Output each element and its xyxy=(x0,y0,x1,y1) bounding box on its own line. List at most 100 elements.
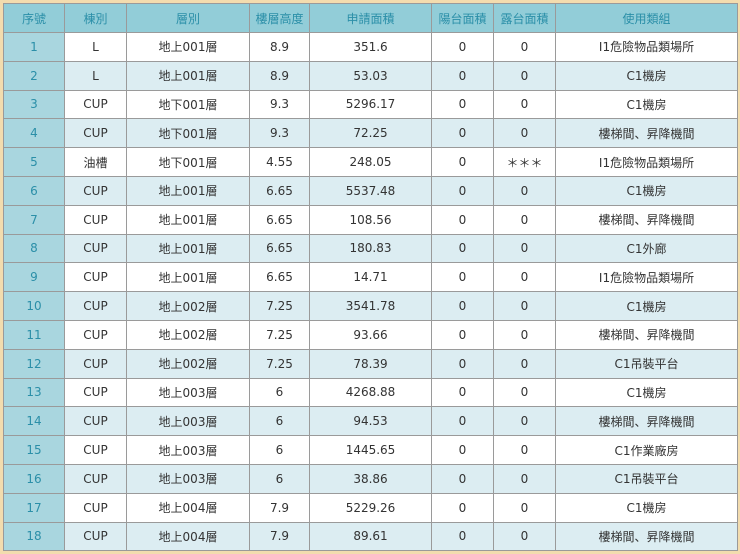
table-row: 17 CUP 地上004層 7.9 5229.26 0 0 C1機房 xyxy=(3,492,738,523)
cell-floor-height: 7.9 xyxy=(249,521,310,552)
cell-index: 8 xyxy=(3,233,65,264)
cell-balcony-area: 0 xyxy=(431,492,494,523)
cell-building: CUP xyxy=(64,175,127,206)
cell-applied-area: 72.25 xyxy=(309,118,432,149)
cell-floor: 地上003層 xyxy=(126,377,250,408)
cell-floor: 地上001層 xyxy=(126,204,250,235)
cell-floor-height: 6.65 xyxy=(249,233,310,264)
table-row: 15 CUP 地上003層 6 1445.65 0 0 C1作業廠房 xyxy=(3,435,738,465)
cell-building: CUP xyxy=(64,89,127,120)
cell-balcony-area: 0 xyxy=(431,32,494,62)
cell-usage-group: C1機房 xyxy=(555,89,738,120)
cell-floor: 地上002層 xyxy=(126,348,250,379)
header-index: 序號 xyxy=(3,3,65,33)
cell-building: CUP xyxy=(64,492,127,523)
cell-usage-group: C1外廊 xyxy=(555,233,738,264)
cell-floor-height: 8.9 xyxy=(249,60,310,91)
table-row: 7 CUP 地上001層 6.65 108.56 0 0 樓梯間、昇降機間 xyxy=(3,204,738,235)
cell-index: 5 xyxy=(3,147,65,177)
header-usage-group: 使用類組 xyxy=(555,3,738,33)
header-applied-area: 申請面積 xyxy=(309,3,432,33)
cell-terrace-area: 0 xyxy=(493,291,556,321)
header-balcony-area: 陽台面積 xyxy=(431,3,494,33)
cell-floor: 地上001層 xyxy=(126,60,250,91)
cell-index: 2 xyxy=(3,60,65,91)
cell-usage-group: 樓梯間、昇降機間 xyxy=(555,118,738,149)
cell-balcony-area: 0 xyxy=(431,89,494,120)
cell-usage-group: C1機房 xyxy=(555,291,738,321)
cell-terrace-area: 0 xyxy=(493,406,556,437)
cell-terrace-area: 0 xyxy=(493,319,556,350)
cell-floor: 地上001層 xyxy=(126,175,250,206)
cell-applied-area: 351.6 xyxy=(309,32,432,62)
cell-floor: 地上002層 xyxy=(126,291,250,321)
cell-building: CUP xyxy=(64,463,127,494)
cell-floor-height: 7.25 xyxy=(249,319,310,350)
cell-terrace-area: 0 xyxy=(493,492,556,523)
cell-index: 17 xyxy=(3,492,65,523)
cell-floor: 地上001層 xyxy=(126,32,250,62)
cell-terrace-area: 0 xyxy=(493,348,556,379)
cell-floor-height: 8.9 xyxy=(249,32,310,62)
cell-floor-height: 7.25 xyxy=(249,291,310,321)
cell-index: 14 xyxy=(3,406,65,437)
cell-building: CUP xyxy=(64,435,127,465)
header-floor-height: 樓層高度 xyxy=(249,3,310,33)
cell-floor-height: 6.65 xyxy=(249,262,310,293)
cell-applied-area: 3541.78 xyxy=(309,291,432,321)
cell-balcony-area: 0 xyxy=(431,435,494,465)
table-row: 18 CUP 地上004層 7.9 89.61 0 0 樓梯間、昇降機間 xyxy=(3,521,738,552)
cell-applied-area: 5296.17 xyxy=(309,89,432,120)
cell-usage-group: 樓梯間、昇降機間 xyxy=(555,204,738,235)
header-floor: 層別 xyxy=(126,3,250,33)
cell-terrace-area: 0 xyxy=(493,89,556,120)
cell-applied-area: 14.71 xyxy=(309,262,432,293)
cell-balcony-area: 0 xyxy=(431,291,494,321)
cell-applied-area: 94.53 xyxy=(309,406,432,437)
cell-applied-area: 53.03 xyxy=(309,60,432,91)
cell-usage-group: C1機房 xyxy=(555,175,738,206)
cell-floor-height: 6 xyxy=(249,463,310,494)
cell-balcony-area: 0 xyxy=(431,233,494,264)
cell-floor-height: 6 xyxy=(249,377,310,408)
cell-terrace-area: 0 xyxy=(493,175,556,206)
cell-floor-height: 4.55 xyxy=(249,147,310,177)
table-row: 11 CUP 地上002層 7.25 93.66 0 0 樓梯間、昇降機間 xyxy=(3,319,738,350)
table-row: 9 CUP 地上001層 6.65 14.71 0 0 I1危險物品類場所 xyxy=(3,262,738,293)
cell-index: 1 xyxy=(3,32,65,62)
cell-terrace-area: 0 xyxy=(493,118,556,149)
cell-usage-group: I1危險物品類場所 xyxy=(555,32,738,62)
cell-applied-area: 93.66 xyxy=(309,319,432,350)
cell-index: 15 xyxy=(3,435,65,465)
cell-building: CUP xyxy=(64,406,127,437)
cell-balcony-area: 0 xyxy=(431,204,494,235)
cell-terrace-area: 0 xyxy=(493,233,556,264)
cell-floor: 地下001層 xyxy=(126,147,250,177)
cell-building: L xyxy=(64,60,127,91)
cell-index: 11 xyxy=(3,319,65,350)
cell-floor: 地上003層 xyxy=(126,435,250,465)
cell-applied-area: 38.86 xyxy=(309,463,432,494)
cell-index: 4 xyxy=(3,118,65,149)
cell-balcony-area: 0 xyxy=(431,175,494,206)
header-building: 棟別 xyxy=(64,3,127,33)
cell-usage-group: C1機房 xyxy=(555,60,738,91)
cell-terrace-area: 0 xyxy=(493,463,556,494)
cell-floor: 地上004層 xyxy=(126,492,250,523)
cell-usage-group: C1吊裝平台 xyxy=(555,348,738,379)
cell-balcony-area: 0 xyxy=(431,463,494,494)
cell-building: CUP xyxy=(64,348,127,379)
cell-applied-area: 89.61 xyxy=(309,521,432,552)
cell-floor: 地上003層 xyxy=(126,463,250,494)
cell-applied-area: 78.39 xyxy=(309,348,432,379)
table-row: 13 CUP 地上003層 6 4268.88 0 0 C1機房 xyxy=(3,377,738,408)
table-row: 14 CUP 地上003層 6 94.53 0 0 樓梯間、昇降機間 xyxy=(3,406,738,437)
table-row: 8 CUP 地上001層 6.65 180.83 0 0 C1外廊 xyxy=(3,233,738,264)
cell-applied-area: 248.05 xyxy=(309,147,432,177)
cell-usage-group: C1機房 xyxy=(555,492,738,523)
cell-balcony-area: 0 xyxy=(431,521,494,552)
cell-building: CUP xyxy=(64,262,127,293)
cell-applied-area: 5229.26 xyxy=(309,492,432,523)
table-header-row: 序號 棟別 層別 樓層高度 申請面積 陽台面積 露台面積 使用類組 xyxy=(3,3,738,33)
cell-index: 16 xyxy=(3,463,65,494)
